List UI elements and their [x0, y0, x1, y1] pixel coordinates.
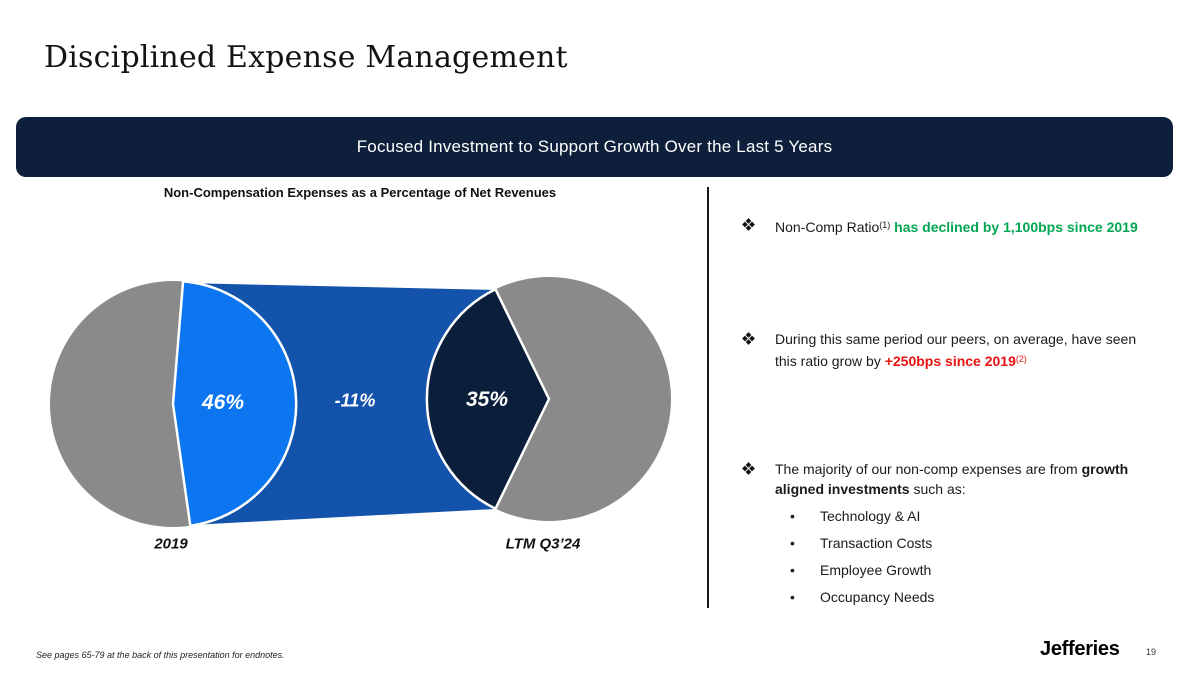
diamond-bullet-icon [742, 218, 755, 231]
bullet-prefix: The majority of our non-comp expenses ar… [775, 461, 1082, 477]
headline-banner-text: Focused Investment to Support Growth Ove… [356, 137, 833, 156]
sub-item-label: Transaction Costs [820, 535, 933, 551]
dot-bullet-icon: • [790, 535, 795, 551]
chart-title: Non-Compensation Expenses as a Percentag… [163, 185, 557, 200]
bullet-text: The majority of our non-comp expenses ar… [775, 459, 1160, 499]
dot-bullet-icon: • [790, 589, 795, 605]
dot-bullet-icon: • [790, 508, 795, 524]
pie-2019-category-label: 2019 [154, 535, 188, 553]
endnote-superscript: (2) [1015, 354, 1027, 364]
growth-investment-sub-list: • Technology & AI • Transaction Costs • … [790, 503, 934, 611]
list-item: • Employee Growth [790, 557, 934, 584]
vertical-divider [707, 187, 709, 608]
page-title: Disciplined Expense Management [44, 40, 568, 75]
jefferies-logo: Jefferies [1040, 638, 1120, 660]
sub-item-label: Employee Growth [820, 562, 932, 578]
diamond-bullet-icon [742, 462, 755, 475]
pie-flow-chart [50, 277, 671, 528]
pie-2019-value-label: 46% [201, 391, 245, 414]
bullet-suffix: such as: [909, 481, 966, 497]
bullet-peers-ratio: During this same period our peers, on av… [742, 329, 1160, 371]
bullet-text: Non-Comp Ratio(1) has declined by 1,100b… [775, 215, 1160, 237]
list-item: • Occupancy Needs [790, 584, 934, 611]
pie-2019-slice [171, 280, 298, 528]
page-number: 19 [1146, 647, 1157, 657]
list-item: • Transaction Costs [790, 530, 934, 557]
bullet-prefix: During this same period our peers, on av… [775, 331, 1137, 369]
sub-item-label: Occupancy Needs [820, 589, 935, 605]
list-item: • Technology & AI [790, 503, 934, 530]
headline-banner: Focused Investment to Support Growth Ove… [16, 117, 1173, 177]
pie-ltm-value-label: 35% [465, 388, 509, 411]
sub-item-label: Technology & AI [820, 508, 921, 524]
change-value-label: -11% [334, 390, 376, 411]
diamond-bullet-icon [742, 332, 755, 345]
bullet-text: During this same period our peers, on av… [775, 329, 1160, 371]
bullet-prefix: Non-Comp Ratio [775, 219, 880, 235]
bullet-growth-investments: The majority of our non-comp expenses ar… [742, 459, 1160, 499]
endnotes-footnote: See pages 65-79 at the back of this pres… [36, 650, 285, 660]
dot-bullet-icon: • [790, 562, 795, 578]
pie-ltm-category-label: LTM Q3’24 [505, 535, 581, 553]
bold-highlight-text: growth aligned investments [775, 461, 1129, 497]
red-highlight-text: +250bps since 2019 [884, 353, 1016, 369]
endnote-superscript: (1) [879, 220, 891, 230]
green-highlight-text: has declined by 1,100bps since 2019 [890, 219, 1138, 235]
bullet-non-comp-ratio: Non-Comp Ratio(1) has declined by 1,100b… [742, 215, 1160, 237]
pie-ltm-slice [425, 288, 551, 510]
